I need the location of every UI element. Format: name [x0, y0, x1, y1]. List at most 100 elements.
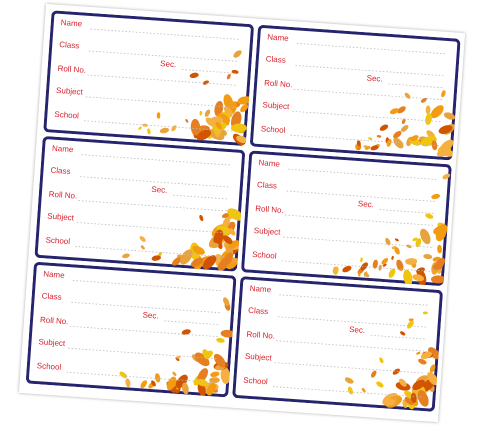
leaf: [210, 116, 224, 124]
leaf: [423, 254, 433, 260]
leaf: [360, 262, 368, 271]
leaf: [393, 130, 402, 139]
write-line: [284, 214, 435, 226]
leaf: [399, 378, 407, 387]
leaf: [427, 372, 439, 386]
name-label: Name Class Roll No. Subject School Sec.: [25, 261, 237, 398]
leaf: [379, 357, 384, 364]
leaf: [397, 106, 406, 114]
field-label: Name: [43, 269, 65, 280]
leaf: [222, 217, 230, 229]
write-line: [288, 168, 438, 180]
write-line: [296, 43, 447, 55]
leaf: [430, 105, 444, 119]
write-line: [69, 325, 220, 338]
write-line: [80, 176, 230, 188]
write-line: [279, 294, 430, 306]
field-label: Sec.: [358, 199, 375, 209]
leaf: [391, 246, 397, 250]
leaf: [388, 268, 396, 278]
leaf: [379, 124, 389, 131]
leaf: [156, 112, 161, 119]
leaf: [370, 145, 379, 151]
name-label: Name Class Roll No. Subject School Sec.: [241, 150, 452, 286]
leaf: [155, 373, 161, 383]
leaf: [415, 238, 422, 248]
leaf: [416, 351, 421, 355]
leaf: [381, 258, 389, 265]
field-label: Roll No.: [40, 315, 69, 326]
leaf: [342, 265, 352, 273]
write-line: [281, 260, 432, 272]
leaf: [190, 257, 204, 267]
leaf: [237, 96, 252, 105]
field-label: Subject: [38, 337, 66, 348]
leaf: [213, 353, 226, 368]
field-label: Sec.: [151, 185, 168, 195]
leaf: [407, 320, 414, 329]
leaf: [437, 244, 442, 254]
field-label: Class: [248, 306, 269, 316]
write-line: [88, 50, 239, 62]
leaf: [386, 138, 392, 147]
leaf: [392, 368, 400, 375]
leaf: [382, 263, 387, 267]
leaf: [172, 371, 177, 377]
label-border: [34, 136, 246, 272]
write-line: [75, 246, 225, 258]
leaf: [410, 135, 419, 142]
write-line: [379, 209, 436, 214]
leaf: [199, 214, 204, 222]
write-line: [370, 334, 427, 340]
field-label: Class: [50, 166, 71, 176]
leaf: [357, 145, 362, 151]
field-label: Name: [52, 144, 74, 155]
leaf: [172, 257, 182, 266]
leaf: [391, 255, 394, 260]
field-label: Subject: [245, 352, 273, 363]
field-label: Class: [41, 291, 62, 301]
leaf: [430, 275, 446, 284]
leaf: [122, 253, 130, 259]
write-line: [276, 340, 426, 352]
field-label: Roll No.: [246, 330, 275, 341]
leaf: [394, 246, 400, 255]
write-line: [173, 194, 229, 200]
leaf: [417, 390, 429, 407]
write-line: [388, 83, 445, 89]
leaf: [217, 257, 230, 271]
name-label: Name Class Roll No. Subject School Sec.: [34, 136, 246, 272]
leaf: [376, 135, 382, 138]
field-label: School: [54, 110, 79, 121]
leaf: [405, 258, 418, 265]
field-label: Name: [61, 18, 83, 29]
field-label: Name: [267, 32, 289, 43]
field-label: Subject: [56, 86, 84, 97]
leaf: [410, 392, 417, 403]
field-label: School: [45, 235, 70, 246]
leaf: [220, 366, 231, 384]
leaf: [229, 228, 236, 236]
write-line: [90, 28, 241, 40]
field-label: Roll No.: [49, 190, 78, 201]
leaf: [420, 228, 431, 245]
leaf: [240, 104, 249, 113]
field-label: Class: [265, 54, 286, 64]
leaf: [199, 110, 203, 116]
leaf: [412, 237, 418, 242]
write-line: [286, 190, 437, 202]
write-line: [293, 88, 444, 101]
leaf: [412, 274, 425, 282]
leaf: [425, 113, 432, 125]
leaf: [442, 173, 451, 180]
leaf: [396, 259, 404, 271]
write-line: [292, 110, 442, 123]
leaf: [401, 118, 406, 125]
leaf: [404, 396, 414, 405]
leaf: [215, 121, 223, 130]
leaf: [139, 236, 146, 242]
leaf: [151, 255, 161, 261]
leaf: [196, 379, 209, 387]
write-line: [68, 347, 218, 360]
